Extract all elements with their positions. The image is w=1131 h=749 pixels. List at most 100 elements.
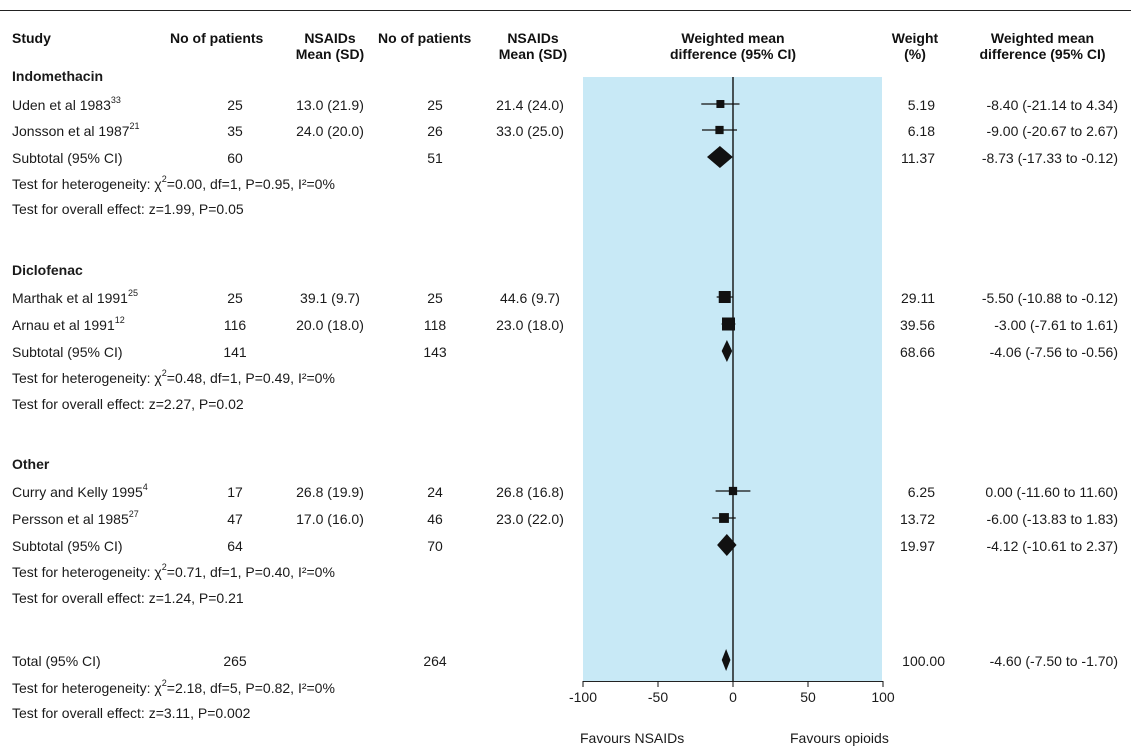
study-mean1: 24.0 (20.0)	[296, 123, 364, 139]
header-mean2: NSAIDs Mean (SD)	[478, 30, 588, 62]
chi-symbol: χ	[154, 680, 162, 696]
header-n1: No of patients	[170, 30, 264, 46]
chi-symbol: χ	[154, 176, 162, 192]
subtotal-label: Subtotal (95% CI)	[12, 344, 123, 360]
subtotal-diamond	[721, 340, 733, 362]
header-wmd-text-line1: Weighted mean	[990, 30, 1095, 46]
header-wmd-text-line2: difference (95% CI)	[979, 46, 1106, 62]
subtotal-label: Subtotal (95% CI)	[12, 538, 123, 554]
study-n2: 24	[427, 484, 443, 500]
x-tick-label: -50	[648, 689, 668, 705]
x-tick-label: -100	[569, 689, 597, 705]
study-mean1: 26.8 (19.9)	[296, 484, 364, 500]
heterogeneity-prefix: Test for heterogeneity:	[12, 564, 155, 580]
header-mean1-line2: Mean (SD)	[295, 46, 365, 62]
overall-effect-test: Test for overall effect: z=1.24, P=0.21	[12, 590, 244, 606]
study-mean2: 23.0 (22.0)	[496, 511, 564, 527]
heterogeneity-prefix: Test for heterogeneity:	[12, 680, 155, 696]
study-square	[715, 125, 724, 135]
study-n1: 35	[227, 123, 243, 139]
top-rule	[0, 10, 1131, 11]
header-wmd-text: Weighted mean difference (95% CI)	[960, 30, 1125, 62]
subtotal-ci-text: -4.06 (-7.56 to -0.56)	[989, 344, 1118, 360]
study-mean1: 20.0 (18.0)	[296, 317, 364, 333]
study-mean1: 17.0 (16.0)	[296, 511, 364, 527]
favours-right-label: Favours opioids	[790, 730, 889, 746]
study-n1: 17	[227, 484, 243, 500]
subtotal-n1: 141	[223, 344, 247, 360]
study-ci-text: -8.40 (-21.14 to 4.34)	[986, 97, 1118, 113]
subtotal-n2: 51	[427, 150, 443, 166]
study-n1: 116	[223, 317, 247, 333]
study-square	[719, 513, 729, 523]
chi-symbol: χ	[154, 564, 162, 580]
study-ref: 4	[142, 482, 148, 493]
header-wmd: Weighted mean difference (95% CI)	[643, 30, 823, 62]
header-weight-line2: (%)	[904, 46, 926, 62]
study-n2: 25	[427, 290, 443, 306]
study-mean1: 39.1 (9.7)	[300, 290, 360, 306]
study-weight: 39.56	[899, 317, 935, 333]
header-mean2-line2: Mean (SD)	[498, 46, 568, 62]
study-mean1: 13.0 (21.9)	[296, 97, 364, 113]
study-n2: 46	[427, 511, 443, 527]
heterogeneity-values: =0.48, df=1, P=0.49, I²=0%	[166, 370, 335, 386]
total-diamond	[721, 649, 731, 671]
study-n2: 118	[423, 317, 447, 333]
subtotal-ci-text: -8.73 (-17.33 to -0.12)	[981, 150, 1118, 166]
study-ref: 27	[128, 509, 139, 520]
study-square	[722, 317, 735, 331]
group-title: Diclofenac	[12, 262, 83, 278]
header-mean1-line1: NSAIDs	[304, 30, 356, 46]
header-study: Study	[12, 30, 51, 46]
x-tick-label: 100	[871, 689, 895, 705]
x-tick-label: 50	[800, 689, 816, 705]
study-name: Curry and Kelly 19954	[12, 482, 148, 500]
favours-left-label: Favours NSAIDs	[580, 730, 685, 746]
study-n1: 25	[227, 97, 243, 113]
heterogeneity-test: Test for heterogeneity: χ2=2.18, df=5, P…	[12, 678, 335, 696]
study-n1: 47	[227, 511, 243, 527]
subtotal-n2: 70	[427, 538, 443, 554]
study-name-text: Jonsson et al 1987	[12, 123, 130, 139]
header-wmd-line2: difference (95% CI)	[669, 46, 797, 62]
subtotal-label: Subtotal (95% CI)	[12, 150, 123, 166]
subtotal-ci-text: -4.12 (-10.61 to 2.37)	[986, 538, 1118, 554]
header-n2: No of patients	[378, 30, 472, 46]
study-name-text: Curry and Kelly 1995	[12, 484, 143, 500]
study-n1: 25	[227, 290, 243, 306]
study-mean2: 26.8 (16.8)	[496, 484, 564, 500]
total-n2: 264	[423, 653, 447, 669]
x-tick-label: 0	[729, 689, 737, 705]
study-mean2: 23.0 (18.0)	[496, 317, 564, 333]
heterogeneity-test: Test for heterogeneity: χ2=0.71, df=1, P…	[12, 562, 335, 580]
overall-effect-test: Test for overall effect: z=3.11, P=0.002	[12, 705, 251, 721]
subtotal-weight: 11.37	[901, 150, 935, 166]
study-mean2: 33.0 (25.0)	[496, 123, 564, 139]
subtotal-diamond	[717, 534, 737, 556]
total-n1: 265	[223, 653, 247, 669]
study-weight: 5.19	[907, 97, 935, 113]
study-name: Uden et al 198333	[12, 96, 121, 113]
overall-effect-test: Test for overall effect: z=2.27, P=0.02	[12, 396, 244, 412]
header-weight: Weight (%)	[885, 30, 945, 62]
heterogeneity-prefix: Test for heterogeneity:	[12, 370, 155, 386]
chi-symbol: χ	[154, 370, 162, 386]
subtotal-n1: 64	[227, 538, 243, 554]
heterogeneity-values: =2.18, df=5, P=0.82, I²=0%	[166, 680, 335, 696]
study-square	[728, 486, 738, 496]
study-ref: 25	[127, 288, 138, 299]
study-ci-text: -6.00 (-13.83 to 1.83)	[986, 511, 1118, 527]
study-mean2: 21.4 (24.0)	[496, 97, 564, 113]
study-name-text: Marthak et al 1991	[12, 290, 128, 306]
study-ci-text: -9.00 (-20.67 to 2.67)	[986, 123, 1118, 139]
study-ci-text: -3.00 (-7.61 to 1.61)	[994, 317, 1118, 333]
study-n2: 25	[427, 97, 443, 113]
study-square	[716, 100, 725, 108]
study-weight: 6.18	[907, 123, 935, 139]
header-mean1: NSAIDs Mean (SD)	[275, 30, 385, 62]
study-ci-text: -5.50 (-10.88 to -0.12)	[981, 290, 1118, 306]
subtotal-weight: 19.97	[899, 538, 935, 554]
study-name-text: Uden et al 1983	[12, 97, 111, 113]
study-name: Persson et al 198527	[12, 509, 139, 527]
